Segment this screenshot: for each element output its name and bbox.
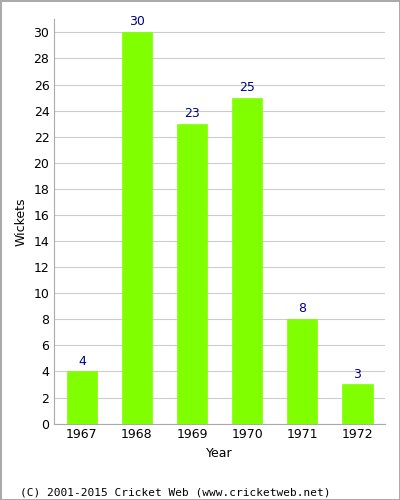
X-axis label: Year: Year [206, 447, 233, 460]
Text: 23: 23 [184, 106, 200, 120]
Y-axis label: Wickets: Wickets [15, 197, 28, 246]
Bar [342, 384, 372, 424]
Text: 8: 8 [298, 302, 306, 316]
Bar [67, 372, 97, 424]
Text: 4: 4 [78, 354, 86, 368]
Text: 3: 3 [354, 368, 361, 380]
Bar [232, 98, 262, 423]
Bar [177, 124, 207, 424]
Bar [287, 320, 318, 424]
Text: 25: 25 [239, 80, 255, 94]
Text: 30: 30 [129, 16, 145, 28]
Bar [122, 32, 152, 424]
Text: (C) 2001-2015 Cricket Web (www.cricketweb.net): (C) 2001-2015 Cricket Web (www.cricketwe… [20, 488, 330, 498]
